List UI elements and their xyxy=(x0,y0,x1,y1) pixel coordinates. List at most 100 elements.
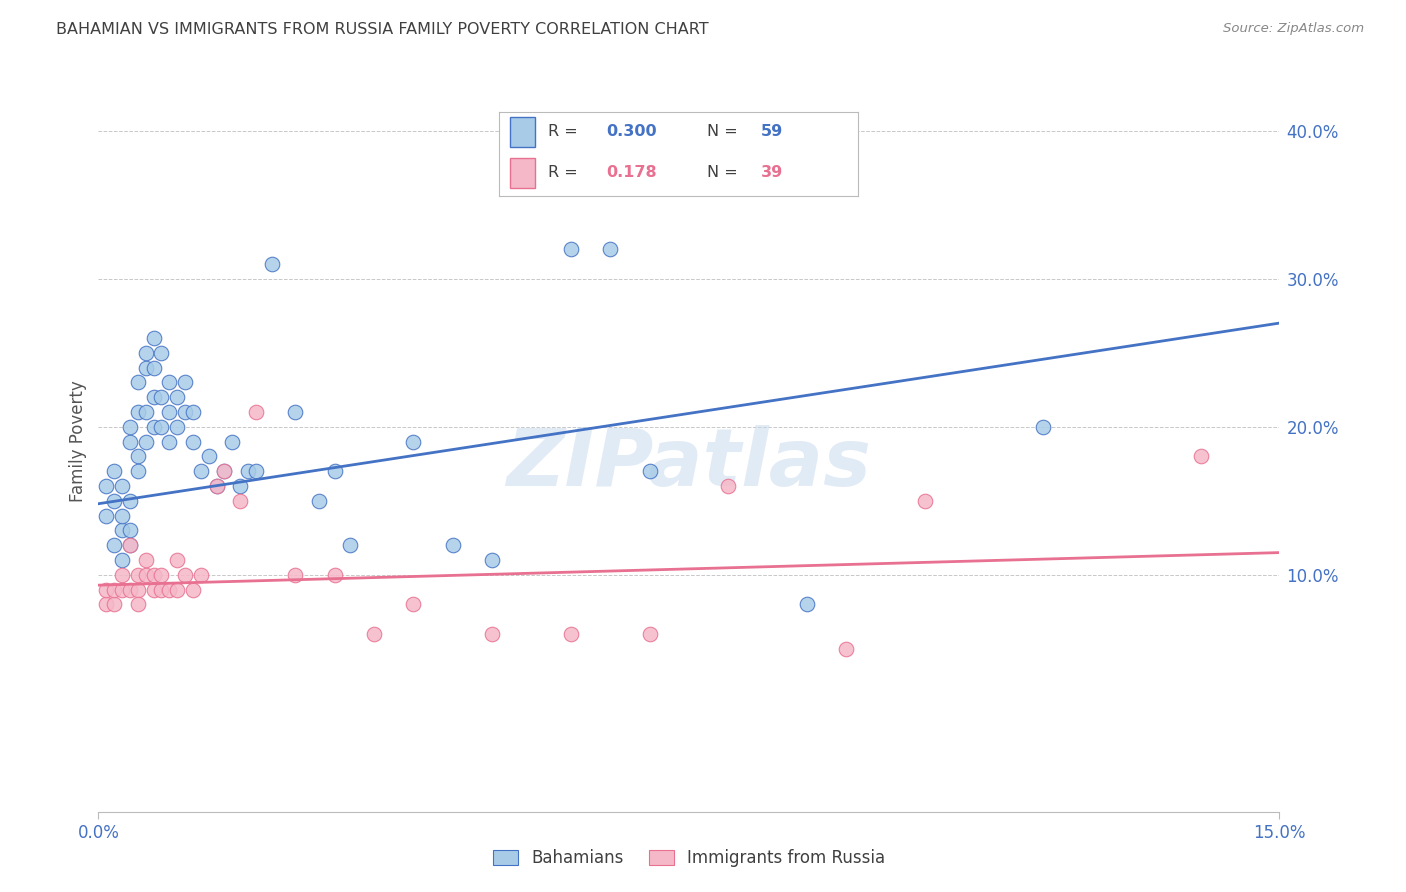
Text: N =: N = xyxy=(707,124,742,139)
Point xyxy=(229,479,252,493)
Point xyxy=(142,360,165,375)
Point xyxy=(111,508,134,523)
Point xyxy=(118,582,141,597)
Point xyxy=(190,464,212,478)
Point xyxy=(638,464,661,478)
Point xyxy=(717,479,740,493)
Point xyxy=(560,242,582,256)
Point xyxy=(205,479,228,493)
Point xyxy=(638,627,661,641)
Text: 0.300: 0.300 xyxy=(607,124,658,139)
Point xyxy=(135,360,157,375)
Point xyxy=(135,434,157,449)
Point xyxy=(111,479,134,493)
Point xyxy=(103,464,125,478)
Point xyxy=(441,538,464,552)
Point xyxy=(103,493,125,508)
Point xyxy=(363,627,385,641)
Point xyxy=(118,524,141,538)
Point xyxy=(127,464,149,478)
Point xyxy=(599,242,621,256)
Text: 0.178: 0.178 xyxy=(607,165,658,180)
Point xyxy=(402,598,425,612)
Text: BAHAMIAN VS IMMIGRANTS FROM RUSSIA FAMILY POVERTY CORRELATION CHART: BAHAMIAN VS IMMIGRANTS FROM RUSSIA FAMIL… xyxy=(56,22,709,37)
Point xyxy=(914,493,936,508)
Point xyxy=(835,641,858,656)
Point xyxy=(1189,450,1212,464)
Point xyxy=(214,464,236,478)
Point xyxy=(127,567,149,582)
Text: N =: N = xyxy=(707,165,742,180)
Point xyxy=(150,390,173,404)
Point xyxy=(103,582,125,597)
Point xyxy=(560,627,582,641)
Point xyxy=(157,582,180,597)
Point xyxy=(135,405,157,419)
Text: R =: R = xyxy=(547,124,582,139)
Point xyxy=(481,553,503,567)
Point xyxy=(103,538,125,552)
Point xyxy=(284,567,307,582)
Point xyxy=(174,567,197,582)
Text: ZIPatlas: ZIPatlas xyxy=(506,425,872,503)
Text: Source: ZipAtlas.com: Source: ZipAtlas.com xyxy=(1223,22,1364,36)
Y-axis label: Family Poverty: Family Poverty xyxy=(69,381,87,502)
Point xyxy=(150,419,173,434)
Point xyxy=(181,405,204,419)
Point xyxy=(127,582,149,597)
Point xyxy=(118,419,141,434)
Point xyxy=(323,464,346,478)
Text: 39: 39 xyxy=(761,165,783,180)
Point xyxy=(135,345,157,359)
Point xyxy=(245,464,267,478)
Point xyxy=(481,627,503,641)
Point xyxy=(166,390,188,404)
Point xyxy=(284,405,307,419)
Point xyxy=(214,464,236,478)
Point xyxy=(142,582,165,597)
Point xyxy=(1032,419,1054,434)
Point xyxy=(166,419,188,434)
Point xyxy=(339,538,361,552)
Point xyxy=(127,598,149,612)
Point xyxy=(181,434,204,449)
Point xyxy=(135,567,157,582)
Point xyxy=(96,508,118,523)
Text: R =: R = xyxy=(547,165,588,180)
Point xyxy=(127,376,149,390)
Point xyxy=(174,376,197,390)
Point xyxy=(157,434,180,449)
Point xyxy=(190,567,212,582)
Point xyxy=(150,345,173,359)
Point xyxy=(166,582,188,597)
FancyBboxPatch shape xyxy=(510,158,534,188)
Point xyxy=(157,376,180,390)
Point xyxy=(236,464,259,478)
Point xyxy=(181,582,204,597)
Point xyxy=(142,331,165,345)
Point xyxy=(118,538,141,552)
Point xyxy=(260,257,283,271)
Point xyxy=(111,567,134,582)
Point xyxy=(157,405,180,419)
Point xyxy=(103,598,125,612)
Point xyxy=(205,479,228,493)
Point xyxy=(166,553,188,567)
Text: 59: 59 xyxy=(761,124,783,139)
Point xyxy=(197,450,219,464)
Point xyxy=(150,582,173,597)
Point xyxy=(96,582,118,597)
Point xyxy=(135,553,157,567)
Legend: Bahamians, Immigrants from Russia: Bahamians, Immigrants from Russia xyxy=(486,842,891,874)
Point xyxy=(127,450,149,464)
Point xyxy=(221,434,243,449)
Point xyxy=(150,567,173,582)
Point xyxy=(245,405,267,419)
Point xyxy=(308,493,330,508)
Point xyxy=(111,582,134,597)
Point xyxy=(142,390,165,404)
Point xyxy=(402,434,425,449)
Point xyxy=(96,598,118,612)
Point xyxy=(111,524,134,538)
Point xyxy=(111,553,134,567)
